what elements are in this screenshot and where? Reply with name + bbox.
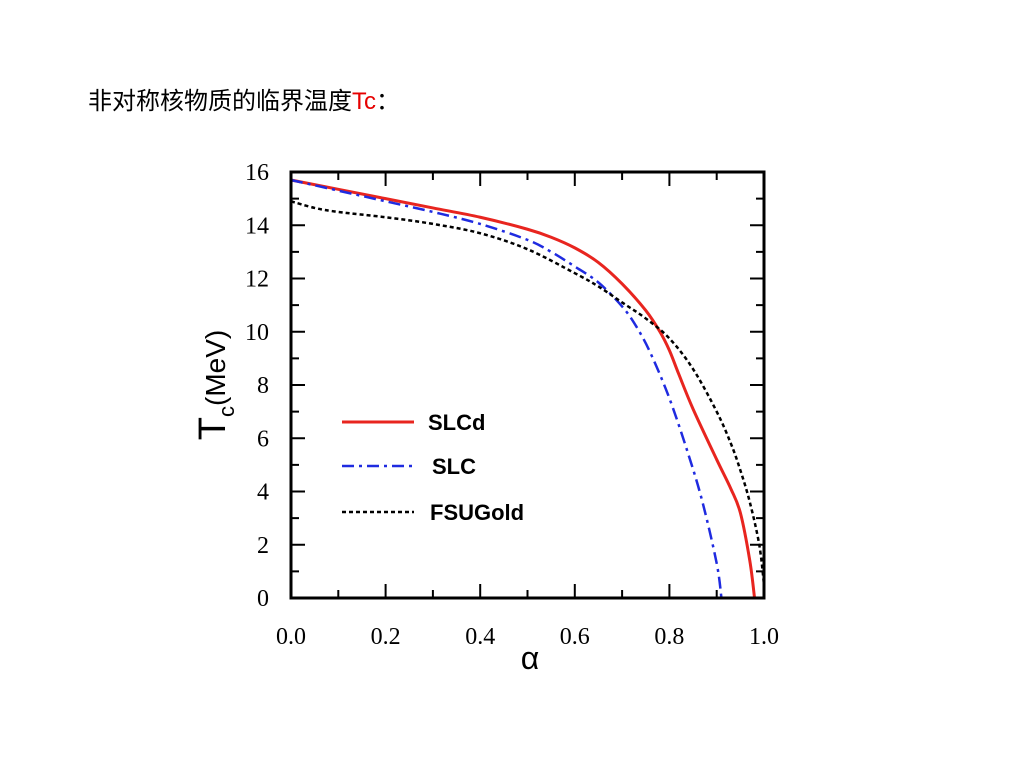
legend-label-slcd: SLCd <box>428 410 485 435</box>
x-tick-label: 1.0 <box>749 624 779 650</box>
slide-title: 非对称核物质的临界温度Tc： <box>88 84 400 119</box>
y-tick-label: 4 <box>257 480 269 506</box>
y-tick-label: 16 <box>245 160 269 186</box>
axis-ticks <box>290 171 765 599</box>
plot-frame <box>289 170 766 600</box>
x-tick-label: 0.8 <box>654 624 684 650</box>
svg-text:Tc(MeV): Tc(MeV) <box>192 330 239 440</box>
x-tick-label: 0.6 <box>560 624 590 650</box>
x-tick-label: 0.0 <box>276 624 306 650</box>
y-tick-label: 12 <box>245 267 269 293</box>
y-axis-label: Tc(MeV) <box>192 330 239 440</box>
x-tick-label: 0.4 <box>465 624 495 650</box>
y-axis-label-unit: (MeV) <box>200 330 231 406</box>
y-tick-label: 8 <box>257 373 269 399</box>
y-axis-label-main: T <box>192 417 234 440</box>
title-text: 非对称核物质的临界温度 <box>88 87 352 115</box>
title-colon: ： <box>376 87 400 115</box>
y-tick-label: 14 <box>245 213 269 239</box>
title-accent: Tc <box>352 88 376 115</box>
tick-labels: 0.0 0.2 0.4 0.6 0.8 1.0 0 2 4 6 8 10 12 14 16 <box>245 160 779 650</box>
series-line-slcd <box>290 178 757 599</box>
legend-label-fsugold: FSUGold <box>430 500 524 525</box>
series-line-fsugold <box>290 200 766 585</box>
series-lines <box>290 178 766 599</box>
x-axis-label: α <box>521 640 540 676</box>
legend: SLCd SLC FSUGold <box>342 410 524 525</box>
legend-label-slc: SLC <box>432 454 476 479</box>
x-tick-label: 0.2 <box>371 624 401 650</box>
y-tick-label: 6 <box>257 426 269 452</box>
series-line-slc <box>290 178 723 599</box>
y-tick-label: 2 <box>257 533 269 559</box>
y-axis-label-sub: c <box>214 406 239 417</box>
y-tick-label: 0 <box>257 586 269 612</box>
y-tick-label: 10 <box>245 320 269 346</box>
